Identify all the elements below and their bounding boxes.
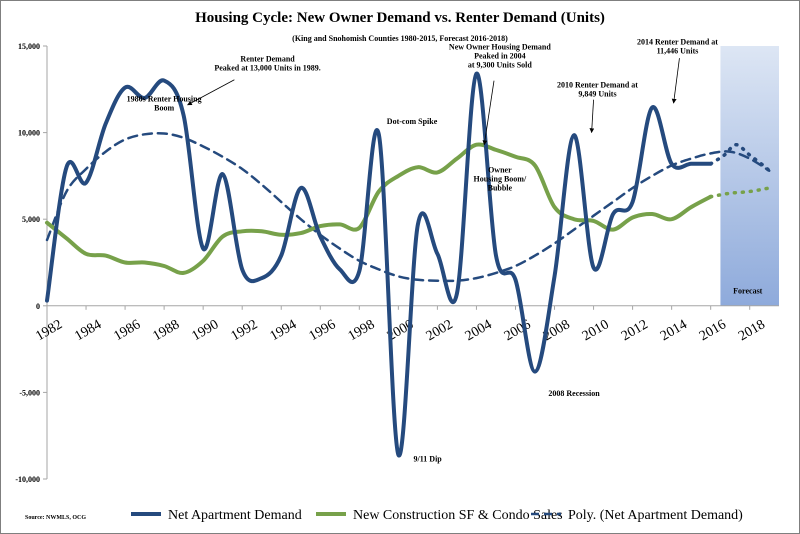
annotation-arrow — [187, 79, 235, 106]
y-tick-label: -10,000 — [15, 475, 40, 484]
net-apartment-forecast-line — [708, 142, 771, 173]
source-note: Source: NWMLS, OCG — [25, 515, 86, 521]
x-tick-label: 1984 — [72, 317, 104, 344]
x-tick-label: 2010 — [580, 317, 612, 344]
poly-trend-line — [45, 131, 771, 283]
annotation-arrow — [589, 99, 595, 134]
x-tick-label: 2014 — [658, 317, 690, 344]
x-tick-label: 1982 — [33, 317, 65, 344]
chart-title: Housing Cycle: New Owner Demand vs. Rent… — [195, 10, 605, 26]
annotation-arrow — [671, 58, 680, 104]
y-tick-label: 5,000 — [22, 215, 40, 224]
new-construction-line — [45, 142, 713, 275]
x-tick-label: 1986 — [111, 317, 143, 344]
annotation-label: Dot-com Spike — [387, 117, 438, 126]
new-construction-forecast-line — [708, 186, 771, 199]
annotation-label: 1980s Renter Housing Boom — [127, 94, 202, 112]
x-tick-label: 1998 — [346, 317, 378, 344]
annotation-label: Forecast — [733, 287, 763, 296]
x-tick-label: 1990 — [190, 317, 222, 344]
x-tick-label: 2016 — [697, 317, 729, 344]
y-tick-label: 10,000 — [18, 129, 40, 138]
forecast-region — [720, 46, 779, 306]
x-tick-label: 1992 — [229, 317, 261, 344]
x-tick-label: 2002 — [424, 317, 456, 344]
y-axis-ticks: -10,000 -5,000 0 5,000 10,000 15,000 — [15, 42, 47, 484]
annotation-label: 2010 Renter Demand at 9,849 Units — [557, 81, 638, 99]
y-tick-label: 15,000 — [18, 42, 40, 51]
legend-label: New Construction SF & Condo Sales — [353, 508, 563, 523]
annotations: Renter Demand Peaked at 13,000 Units in 1… — [127, 37, 763, 463]
annotation-label: 2014 Renter Demand at 11,446 Units — [637, 37, 718, 55]
legend-label: Poly. (Net Apartment Demand) — [568, 508, 743, 523]
annotation-label: Owner Housing Boom/Bubble — [474, 165, 527, 192]
y-tick-label: -5,000 — [19, 388, 40, 397]
x-tick-label: 2004 — [463, 317, 495, 344]
y-tick-label: 0 — [36, 302, 40, 311]
x-axis-ticks: 1982 1984 1986 1988 1990 1992 1994 1996 1998 2000… — [33, 305, 768, 344]
legend: Net Apartment Demand New Construction SF … — [131, 508, 743, 523]
x-tick-label: 1996 — [307, 317, 339, 344]
x-tick-label: 2012 — [619, 317, 651, 344]
x-tick-label: 2018 — [736, 317, 768, 344]
chart-subtitle: (King and Snohomish Counties 1980-2015, … — [292, 34, 508, 43]
legend-label: Net Apartment Demand — [168, 508, 302, 523]
x-tick-label: 1994 — [268, 317, 300, 344]
x-tick-label: 2006 — [502, 317, 534, 344]
annotation-label: Renter Demand Peaked at 13,000 Units in 1… — [214, 55, 320, 73]
net-apartment-demand-line — [45, 71, 713, 458]
x-tick-label: 1988 — [150, 317, 182, 344]
annotation-label: New Owner Housing Demand Peaked in 2004 at… — [449, 42, 551, 69]
annotation-arrow — [482, 80, 495, 146]
annotation-label: 2008 Recession — [548, 389, 600, 398]
annotation-label: 9/11 Dip — [414, 455, 443, 464]
series-layer — [45, 71, 771, 458]
